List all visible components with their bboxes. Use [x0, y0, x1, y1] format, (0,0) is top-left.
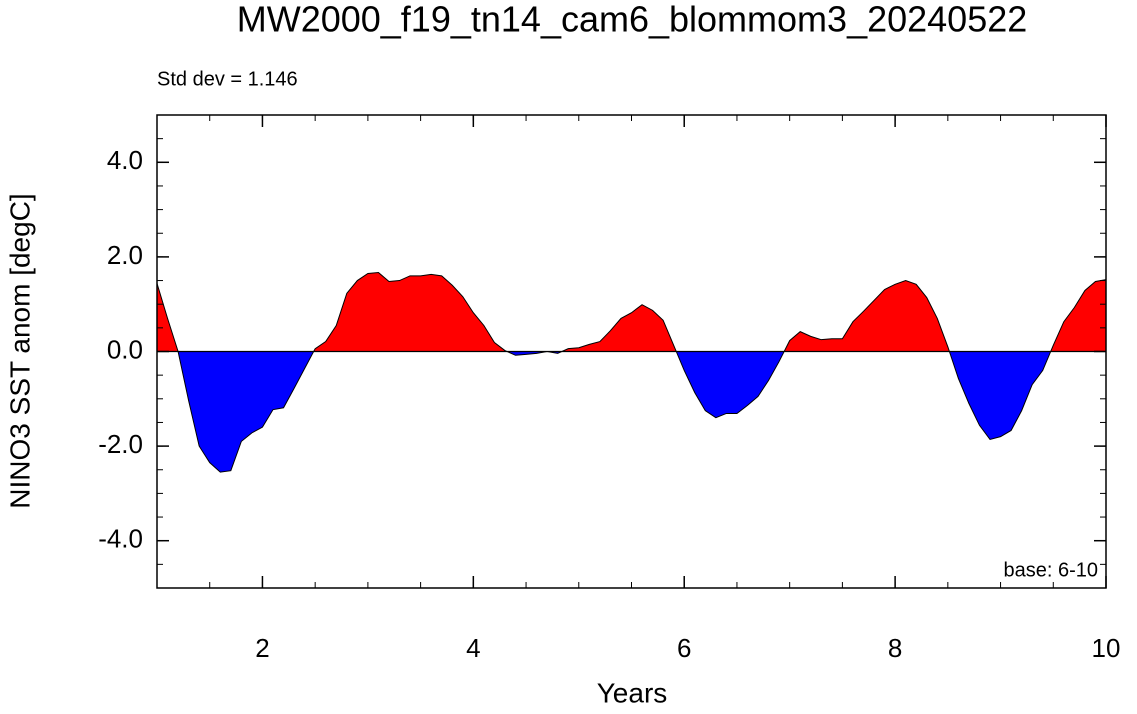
y-tick-label: -4.0: [98, 524, 143, 554]
line: [156, 271, 1107, 473]
x-tick-label: 10: [1092, 633, 1121, 663]
y-tick-label: -2.0: [98, 429, 143, 459]
chart-title: MW2000_f19_tn14_cam6_blommom3_20240522: [237, 0, 1028, 40]
area-below: [157, 351, 1106, 473]
y-tick-label: 2.0: [107, 240, 143, 270]
x-tick-label: 4: [466, 633, 480, 663]
y-tick-label: 0.0: [107, 334, 143, 364]
x-axis-label: Years: [597, 677, 668, 708]
area-above: [157, 272, 1106, 352]
annotation: Std dev = 1.146: [157, 68, 298, 90]
annotation: base: 6-10: [1003, 559, 1098, 581]
x-tick-label: 8: [888, 633, 902, 663]
x-tick-label: 6: [677, 633, 691, 663]
y-tick-label: 4.0: [107, 145, 143, 175]
x-tick-label: 2: [255, 633, 269, 663]
y-axis-label: NINO3 SST anom [degC]: [4, 193, 35, 508]
